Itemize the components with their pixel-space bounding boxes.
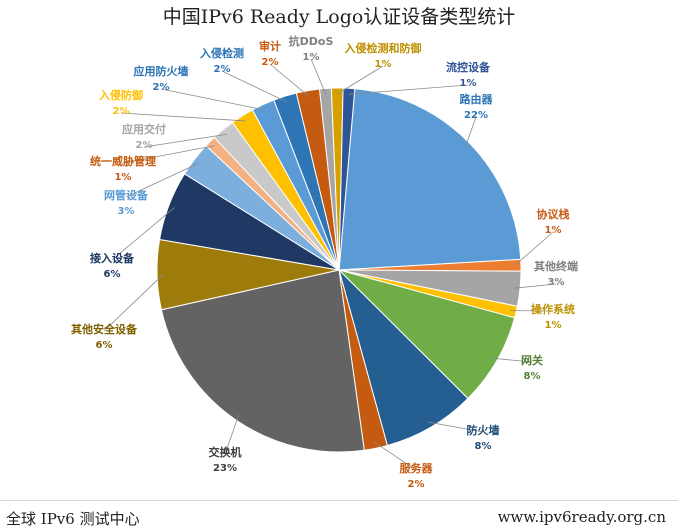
leader-line-15	[160, 88, 266, 111]
leader-line-16	[221, 70, 287, 103]
slice-label-14: 入侵防御	[99, 88, 143, 102]
data-labels: 路由器 22% 协议栈 1% 其他终端 3% 操作系统 1% 网关 8% 防火墙 8% 服务器 2% 交换机…	[71, 34, 578, 490]
slice-label-19: 入侵检测和防御	[345, 41, 422, 55]
slice-percent-17: 2%	[262, 57, 279, 68]
leader-line-17	[269, 63, 310, 97]
slice-percent-14: 2%	[113, 106, 130, 117]
slice-percent-4: 1%	[545, 320, 562, 331]
pie-slice-6	[338, 268, 469, 447]
leader-lines	[103, 58, 557, 471]
slice-label-1: 路由器	[460, 92, 494, 106]
slice-percent-8: 23%	[213, 463, 237, 474]
slice-percent-1: 22%	[464, 110, 488, 121]
pie-slice-1	[338, 88, 522, 271]
slice-percent-5: 8%	[524, 371, 541, 382]
slice-label-7: 服务器	[400, 461, 434, 475]
slice-label-10: 接入设备	[90, 251, 135, 265]
slice-label-5: 网关	[521, 353, 543, 367]
slice-label-4: 操作系统	[531, 302, 575, 316]
pie-slices	[156, 87, 522, 453]
slice-percent-16: 2%	[214, 64, 231, 75]
leader-line-1	[464, 116, 477, 148]
chart-title: 中国IPv6 Ready Logo认证设备类型统计	[162, 6, 516, 28]
pie-slice-8	[160, 269, 365, 453]
slice-percent-3: 3%	[548, 277, 565, 288]
slice-label-20: 流控设备	[446, 60, 491, 74]
leader-line-14	[120, 112, 246, 122]
leader-line-6	[427, 421, 484, 433]
slice-label-17: 审计	[259, 39, 281, 53]
slice-percent-15: 2%	[153, 82, 170, 93]
slice-percent-13: 2%	[136, 140, 153, 151]
slice-label-8: 交换机	[209, 445, 242, 459]
slice-percent-6: 8%	[475, 441, 492, 452]
slice-percent-10: 6%	[104, 269, 121, 280]
leader-line-9	[103, 274, 164, 332]
pie-slice-5	[337, 269, 516, 400]
slice-label-3: 其他终端	[534, 259, 578, 273]
leader-line-3	[514, 283, 557, 289]
leader-line-19	[337, 65, 384, 95]
leader-line-7	[374, 442, 417, 471]
footer-url[interactable]: www.ipv6ready.org.cn	[497, 508, 666, 526]
slice-label-11: 网管设备	[104, 188, 149, 202]
leader-line-10	[111, 207, 175, 261]
slice-percent-19: 1%	[375, 59, 392, 70]
footer-divider	[0, 500, 678, 501]
pie-slice-20	[338, 87, 356, 271]
leader-line-13	[143, 133, 228, 148]
leader-line-20	[348, 84, 469, 95]
slice-percent-12: 1%	[115, 172, 132, 183]
slice-label-6: 防火墙	[467, 423, 500, 437]
slice-label-16: 入侵检测	[200, 46, 244, 60]
slice-percent-7: 2%	[408, 479, 425, 490]
slice-percent-20: 1%	[460, 78, 477, 89]
slice-label-13: 应用交付	[122, 122, 166, 136]
leader-line-12	[122, 145, 215, 164]
slice-label-2: 协议栈	[537, 207, 570, 221]
leader-line-11	[125, 162, 200, 198]
slice-percent-9: 6%	[96, 340, 113, 351]
slice-percent-2: 1%	[545, 225, 562, 236]
slice-label-9: 其他安全设备	[71, 322, 138, 336]
footer-source: 全球 IPv6 测试中心	[6, 510, 140, 528]
leader-line-2	[514, 231, 554, 266]
slice-label-15: 应用防火墙	[134, 64, 189, 78]
pie-chart: 路由器 22% 协议栈 1% 其他终端 3% 操作系统 1% 网关 8% 防火墙 8% 服务器 2% 交换机…	[71, 34, 578, 490]
slice-label-18: 抗DDoS	[289, 34, 334, 48]
slice-label-12: 统一威胁管理	[90, 154, 156, 168]
leader-line-8	[224, 414, 240, 455]
leader-line-18	[310, 58, 327, 95]
slice-percent-18: 1%	[303, 52, 320, 63]
leader-line-5	[491, 357, 533, 363]
slice-percent-11: 3%	[118, 206, 135, 217]
